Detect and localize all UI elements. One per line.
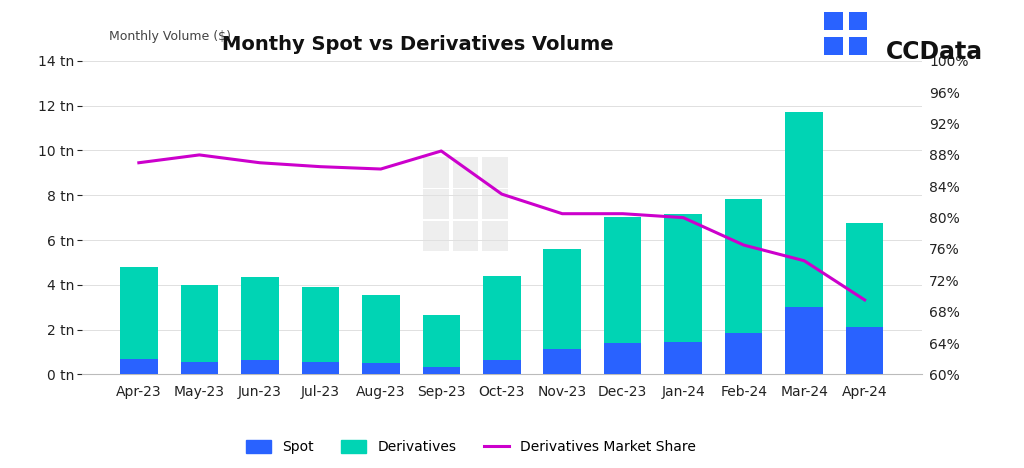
- Derivatives Market Share: [677, 215, 689, 220]
- Derivatives Market Share: [556, 211, 568, 217]
- Bar: [120, 358, 158, 374]
- Derivatives Market Share: [133, 160, 145, 166]
- Bar: [180, 285, 218, 362]
- Derivatives Market Share: [798, 258, 810, 263]
- Bar: [785, 112, 823, 307]
- Bar: [453, 221, 478, 251]
- Bar: [785, 307, 823, 374]
- Derivatives Market Share: [375, 166, 387, 172]
- Bar: [544, 249, 581, 349]
- Bar: [453, 157, 478, 188]
- Bar: [483, 360, 520, 374]
- Bar: [423, 189, 449, 219]
- Bar: [544, 349, 581, 374]
- Bar: [423, 221, 449, 251]
- Derivatives Market Share: [435, 148, 447, 154]
- Bar: [483, 276, 520, 360]
- Bar: [846, 223, 884, 327]
- Bar: [725, 198, 763, 333]
- Bar: [362, 295, 399, 363]
- Bar: [423, 315, 460, 366]
- Bar: [423, 366, 460, 374]
- Bar: [241, 360, 279, 374]
- Line: Derivatives Market Share: Derivatives Market Share: [139, 151, 864, 300]
- Bar: [301, 287, 339, 362]
- Legend: Spot, Derivatives, Derivatives Market Share: Spot, Derivatives, Derivatives Market Sh…: [239, 433, 703, 461]
- Title: Monthy Spot vs Derivatives Volume: Monthy Spot vs Derivatives Volume: [222, 35, 613, 54]
- Bar: [301, 362, 339, 374]
- Derivatives Market Share: [194, 152, 206, 158]
- Bar: [453, 189, 478, 219]
- Bar: [482, 157, 508, 188]
- Bar: [180, 362, 218, 374]
- Derivatives Market Share: [616, 211, 629, 217]
- Bar: [362, 363, 399, 374]
- Bar: [604, 343, 641, 374]
- Bar: [665, 342, 702, 374]
- Derivatives Market Share: [314, 164, 327, 169]
- Derivatives Market Share: [858, 297, 870, 303]
- Text: Monthly Volume ($): Monthly Volume ($): [109, 30, 230, 43]
- Bar: [423, 157, 449, 188]
- Derivatives Market Share: [737, 242, 750, 248]
- Bar: [604, 217, 641, 343]
- Bar: [482, 221, 508, 251]
- Bar: [665, 214, 702, 342]
- Text: CCData: CCData: [886, 40, 983, 64]
- Bar: [725, 333, 763, 374]
- Bar: [482, 189, 508, 219]
- Bar: [241, 277, 279, 360]
- Bar: [120, 267, 158, 358]
- Derivatives Market Share: [254, 160, 266, 166]
- Bar: [846, 327, 884, 374]
- Derivatives Market Share: [496, 191, 508, 197]
